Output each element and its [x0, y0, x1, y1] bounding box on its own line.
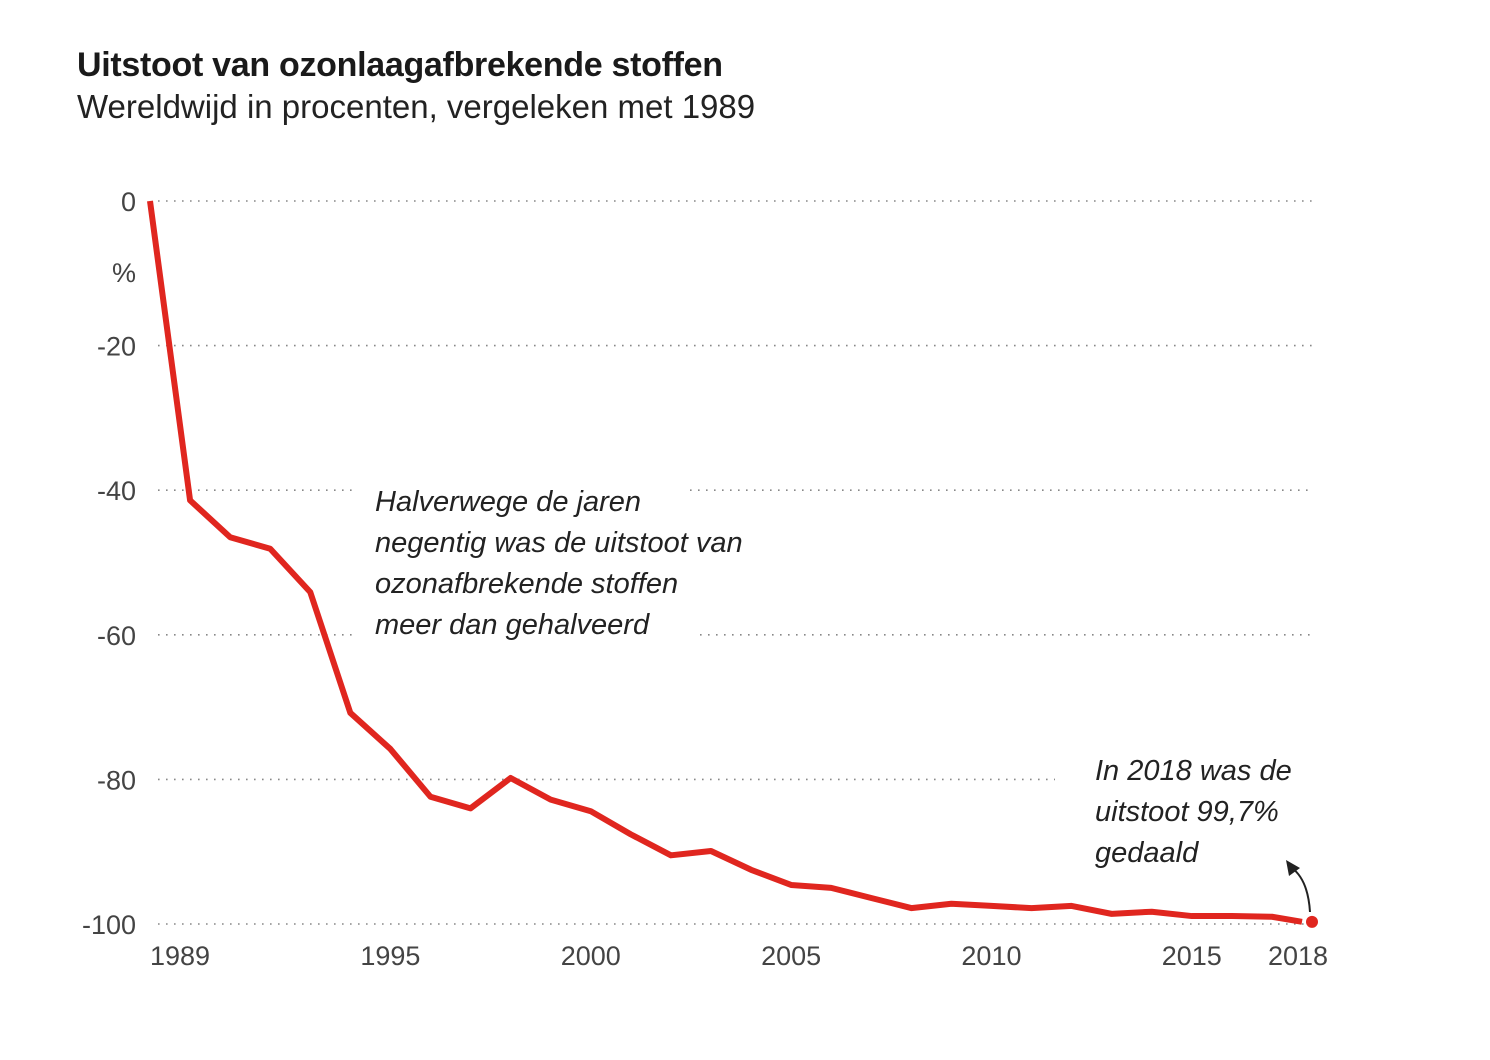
chart-title: Uitstoot van ozonlaagafbrekende stoffen — [77, 46, 723, 84]
chart-subtitle: Wereldwijd in procenten, vergeleken met … — [77, 88, 756, 125]
y-tick-label: -60 — [97, 621, 136, 651]
x-tick-label: 1989 — [150, 941, 210, 971]
x-tick-label: 1995 — [360, 941, 420, 971]
annotation-midnineties-line-1: Halverwege de jaren — [375, 486, 641, 518]
annotation-2018-line-3: gedaald — [1095, 837, 1199, 869]
y-tick-label: -100 — [82, 910, 136, 940]
annotation-midnineties-line-2: negentig was de uitstoot van — [375, 527, 743, 559]
y-tick-label: 0 — [121, 187, 136, 217]
annotation-midnineties-line-3: ozonafbrekende stoffen — [375, 568, 678, 600]
x-tick-label: 2005 — [761, 941, 821, 971]
annotation-midnineties-line-4: meer dan gehalveerd — [375, 609, 650, 641]
annotation-2018-line-1: In 2018 was de — [1095, 755, 1292, 787]
arrow-head-icon — [1286, 860, 1300, 876]
y-tick-label: -40 — [97, 476, 136, 506]
y-tick-label: -80 — [97, 765, 136, 795]
y-axis-unit-label: % — [112, 258, 136, 288]
annotation-2018-line-2: uitstoot 99,7% — [1095, 796, 1279, 828]
annotation-arrow — [1291, 867, 1311, 913]
series-line — [147, 200, 1303, 925]
endpoint-marker-2018 — [1306, 915, 1318, 928]
y-tick-label: -20 — [97, 332, 136, 362]
x-tick-label: 2018 — [1268, 941, 1328, 971]
x-tick-label: 2000 — [561, 941, 621, 971]
x-tick-label: 2015 — [1162, 941, 1222, 971]
x-tick-label: 2010 — [961, 941, 1021, 971]
